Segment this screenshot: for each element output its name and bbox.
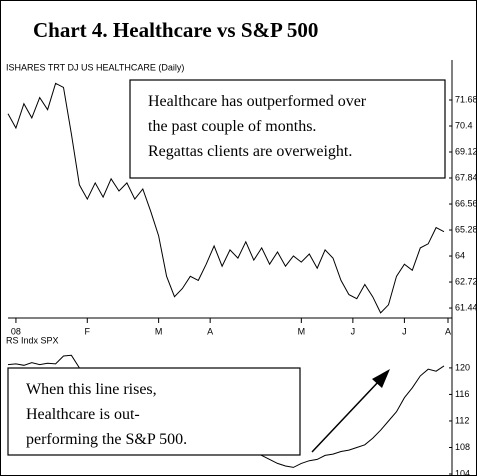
y-tick-label: 116 <box>455 389 469 399</box>
annotation-text: Healthcare has outperformed over <box>148 93 367 110</box>
arrow <box>311 379 381 453</box>
y-tick-label: 67.84 <box>455 172 477 182</box>
annotation-box <box>129 79 446 179</box>
y-tick-label: 66.56 <box>455 198 477 208</box>
x-tick-label: A <box>445 326 451 336</box>
y-tick-label: 61.44 <box>455 302 477 312</box>
y-tick-label: 69.12 <box>455 146 477 156</box>
x-tick-label: M <box>155 326 163 336</box>
y-tick-label: 62.72 <box>455 276 477 286</box>
x-tick-label: F <box>85 326 91 336</box>
y-tick-label: 70.4 <box>455 120 473 130</box>
x-tick-label: 08 <box>11 326 21 336</box>
annotation-text: Healthcare is out- <box>26 406 140 423</box>
annotation-text: the past couple of months. <box>148 118 316 135</box>
annotation-text: Regattas clients are overweight. <box>148 143 352 160</box>
y-tick-label: 65.28 <box>455 224 477 234</box>
y-tick-label: 120 <box>455 362 470 372</box>
arrow-head <box>372 369 390 388</box>
x-tick-label: J <box>402 326 407 336</box>
x-tick-label: A <box>207 326 213 336</box>
x-tick-label: J <box>351 326 356 336</box>
panel-label: ISHARES TRT DJ US HEALTHCARE (Daily) <box>6 62 184 72</box>
y-tick-label: 112 <box>455 415 469 425</box>
line-series <box>7 82 445 314</box>
y-tick-label: 64 <box>455 250 465 260</box>
y-tick-label: 104 <box>455 468 470 476</box>
annotation-text: When this line rises, <box>26 381 157 398</box>
chart-title: Chart 4. Healthcare vs S&P 500 <box>33 18 318 42</box>
x-tick-label: M <box>298 326 306 336</box>
y-tick-label: 71.68 <box>455 94 477 104</box>
annotation-box <box>7 367 301 456</box>
panel-label: RS Indx SPX <box>6 335 59 345</box>
annotation-text: performing the S&P 500. <box>26 431 187 448</box>
y-tick-label: 108 <box>455 442 470 452</box>
